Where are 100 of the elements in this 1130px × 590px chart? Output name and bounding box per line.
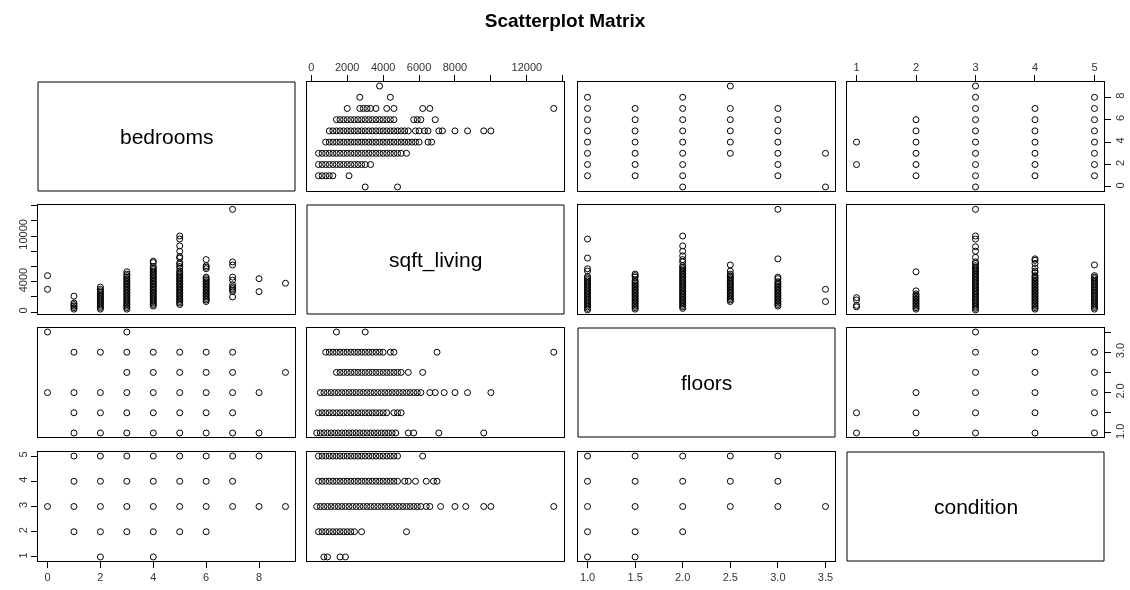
y-tick-label: 4 (1114, 137, 1127, 144)
x-tick-label: 3.0 (770, 571, 786, 584)
point (358, 452, 366, 460)
point (341, 503, 349, 510)
point (821, 149, 829, 157)
point (313, 429, 321, 437)
point (383, 452, 391, 460)
point (726, 477, 734, 485)
x-tick-label: 8 (255, 571, 263, 584)
point (322, 452, 330, 460)
point (584, 306, 592, 314)
point (679, 161, 687, 169)
point (345, 429, 353, 437)
point (1090, 429, 1098, 437)
point (972, 368, 979, 376)
point (417, 503, 425, 510)
point (437, 503, 445, 510)
point (229, 409, 237, 417)
point (343, 409, 351, 417)
point (410, 429, 418, 437)
point (329, 477, 337, 485)
point (774, 127, 782, 135)
point (336, 348, 344, 356)
point (70, 503, 78, 510)
point (383, 138, 391, 146)
point (363, 503, 371, 510)
point (912, 429, 920, 437)
point (1090, 261, 1098, 269)
point (322, 172, 330, 180)
point (912, 409, 920, 417)
point (323, 553, 331, 561)
point (340, 409, 348, 417)
point (365, 138, 373, 146)
point (435, 127, 443, 135)
point (176, 429, 184, 437)
point (368, 149, 376, 157)
point (679, 477, 687, 485)
point (435, 429, 443, 437)
point (383, 149, 391, 157)
point (347, 409, 355, 417)
point (314, 409, 322, 417)
point (332, 127, 340, 135)
point (318, 149, 326, 157)
point (202, 368, 210, 376)
point (972, 243, 979, 251)
x-tick-label: 5 (1091, 60, 1098, 73)
point (679, 127, 687, 135)
point (972, 138, 979, 146)
point (431, 389, 439, 397)
point (383, 409, 391, 417)
point (347, 138, 355, 146)
point (1031, 104, 1039, 112)
point (679, 93, 687, 101)
point (350, 528, 358, 536)
point (325, 348, 333, 356)
point (332, 116, 340, 124)
point (631, 116, 639, 124)
point (229, 477, 237, 485)
point (318, 528, 326, 536)
point (404, 138, 412, 146)
point (417, 116, 425, 124)
point (350, 348, 358, 356)
point (376, 368, 384, 376)
point (972, 306, 979, 314)
point (584, 528, 592, 536)
point (390, 149, 398, 157)
point (123, 477, 131, 485)
point (679, 149, 687, 157)
y-tick-label: 5 (16, 451, 29, 458)
point (584, 104, 592, 112)
point (322, 528, 330, 536)
point (374, 429, 382, 437)
point (584, 272, 592, 280)
text: Scatterplot Matrix (483, 10, 647, 32)
point (318, 477, 326, 485)
point (394, 138, 402, 146)
point (314, 149, 322, 157)
point (229, 258, 237, 266)
point (347, 116, 355, 124)
point (392, 503, 400, 510)
point (229, 452, 237, 460)
point (313, 503, 321, 510)
point (340, 452, 348, 460)
point (679, 172, 687, 180)
point (123, 368, 131, 376)
point (327, 503, 335, 510)
point (354, 138, 362, 146)
point (1090, 296, 1098, 304)
point (229, 368, 237, 376)
point (367, 104, 375, 112)
point (352, 503, 360, 510)
point (347, 149, 355, 157)
point (123, 409, 131, 417)
point (70, 477, 78, 485)
point (367, 389, 375, 397)
point (379, 149, 387, 157)
point (390, 348, 398, 356)
x-tick-label: 0 (308, 60, 315, 73)
point (358, 138, 366, 146)
point (451, 127, 459, 135)
